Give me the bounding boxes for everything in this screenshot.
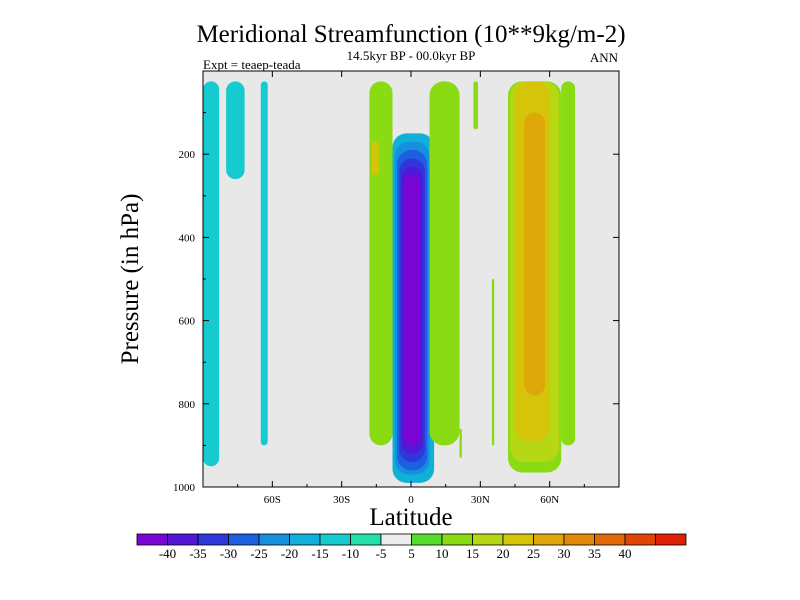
colorbar-swatch [533, 533, 565, 546]
colorbar-label: 25 [527, 546, 540, 561]
colorbar-label: -25 [250, 546, 267, 561]
contour-region-sh-subtropical [369, 81, 393, 446]
y-tick-label: 1000 [173, 482, 196, 494]
colorbar-swatch [563, 533, 595, 546]
colorbar-label: -35 [189, 546, 206, 561]
x-tick-label: 30S [333, 494, 350, 506]
contour-region-ferrel-cell [524, 112, 546, 396]
colorbar-swatch [594, 533, 626, 546]
x-tick-label: 0 [408, 494, 414, 506]
contour-region-sh-subtropical [371, 141, 379, 175]
colorbar-swatch [197, 533, 229, 546]
y-axis-title: Pressure (in hPa) [117, 194, 144, 365]
contour-region-nh-subtropical [473, 81, 479, 130]
colorbar-label: 5 [408, 546, 415, 561]
contour-region-sh-polar-cell [203, 81, 220, 467]
colorbar-label: 15 [466, 546, 479, 561]
colorbar-swatch [228, 533, 260, 546]
x-tick-label: 60N [540, 494, 559, 506]
colorbar-label: 40 [619, 546, 632, 561]
colorbar-swatch [411, 533, 443, 546]
colorbar-swatch [319, 533, 351, 546]
x-axis-title: Latitude [369, 504, 452, 531]
colorbar-swatch [380, 533, 412, 546]
chart-subtitle: 14.5kyr BP - 00.0kyr BP [347, 48, 476, 63]
plot-area: 60S 30S 0 30N 60N 200 400 600 800 1000 [173, 70, 620, 506]
colorbar-swatch [502, 533, 534, 546]
colorbar-label: 10 [436, 546, 449, 561]
contour-region-nh-subtropical [491, 279, 495, 446]
contour-fill-layer [203, 81, 576, 483]
contour-region-nh-highlat [561, 81, 576, 446]
colorbar-label: -30 [220, 546, 237, 561]
y-tick-label: 400 [179, 232, 196, 244]
colorbar: -40 -35 -30 -25 -20 -15 -10 -5 5 10 15 20 25 30 35 40 [136, 533, 687, 561]
colorbar-swatch [350, 533, 382, 546]
colorbar-label: -20 [281, 546, 298, 561]
colorbar-label: 30 [558, 546, 571, 561]
contour-region-sh-highlat-cell [260, 81, 268, 446]
colorbar-swatch [655, 533, 687, 546]
contour-region-sh-polar-cell [226, 81, 245, 180]
x-axis: 60S 30S 0 30N 60N [237, 71, 585, 506]
colorbar-swatch [624, 533, 656, 546]
contour-region-nh-subtropical [429, 81, 460, 446]
colorbar-swatch [289, 533, 321, 546]
colorbar-swatch [441, 533, 473, 546]
contour-region-hadley-cell [404, 175, 421, 446]
colorbar-label: -40 [159, 546, 176, 561]
colorbar-swatch [167, 533, 199, 546]
colorbar-swatch [136, 533, 168, 546]
colorbar-label: 35 [588, 546, 601, 561]
experiment-label: Expt = teaep-teada [203, 57, 301, 72]
x-tick-label: 60S [264, 494, 281, 506]
y-tick-label: 200 [179, 149, 196, 161]
colorbar-label: -10 [342, 546, 359, 561]
colorbar-label: 20 [497, 546, 510, 561]
y-axis: 200 400 600 800 1000 [173, 112, 619, 494]
colorbar-label: -5 [376, 546, 387, 561]
colorbar-label: -15 [311, 546, 328, 561]
x-tick-label: 30N [471, 494, 490, 506]
colorbar-swatch [472, 533, 504, 546]
chart-title: Meridional Streamfunction (10**9kg/m-2) [196, 21, 625, 48]
y-tick-label: 800 [179, 399, 196, 411]
y-tick-label: 600 [179, 316, 196, 328]
colorbar-swatch [258, 533, 290, 546]
season-label: ANN [590, 50, 619, 65]
contour-region-nh-subtropical [459, 428, 462, 458]
